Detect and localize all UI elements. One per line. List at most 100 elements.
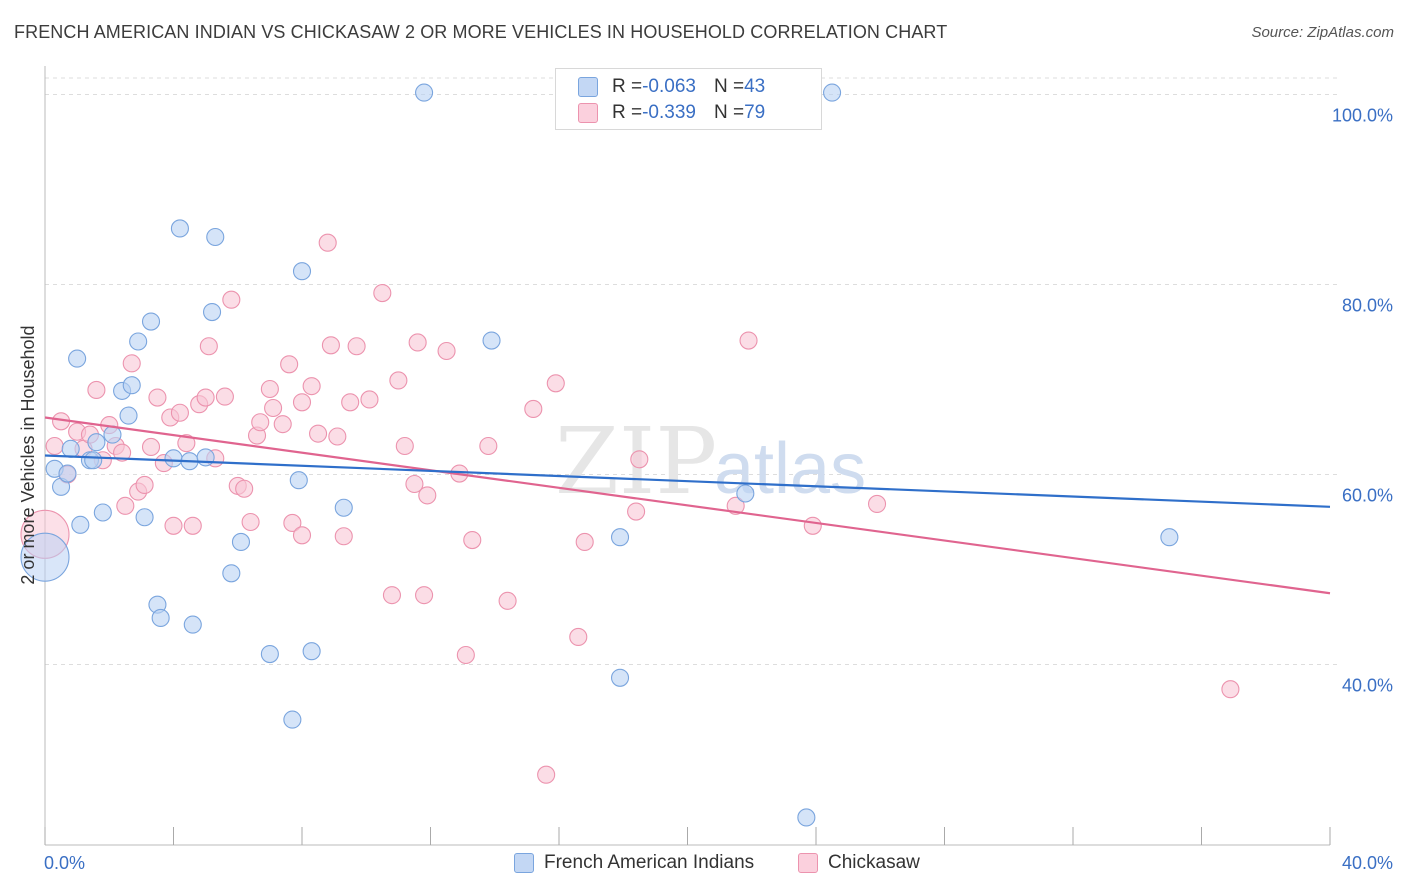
chickasaw-point	[170, 403, 189, 422]
french-american-indian-point	[61, 439, 80, 458]
chickasaw-point	[235, 479, 254, 498]
french-american-indian-point	[119, 406, 138, 425]
chickasaw-point	[537, 765, 556, 784]
chickasaw-point	[183, 516, 202, 535]
y-tick-label: 80.0%	[1342, 296, 1393, 316]
french-american-indian-point	[68, 349, 87, 368]
french-american-indian-point	[183, 615, 202, 634]
chickasaw-point	[164, 516, 183, 535]
chickasaw-point	[373, 283, 392, 303]
chickasaw-point	[408, 333, 427, 352]
legend-item-chickasaw[interactable]: Chickasaw	[798, 852, 920, 874]
chickasaw-point	[241, 512, 260, 532]
french-american-indian-point	[135, 508, 154, 527]
chickasaw-point	[463, 530, 482, 550]
r-value: -0.339	[642, 102, 696, 123]
french-american-indian-point	[20, 532, 70, 582]
french-american-indian-point	[797, 808, 816, 827]
french-american-indian-point	[141, 312, 161, 331]
chickasaw-point	[437, 341, 456, 361]
chickasaw-point	[283, 513, 302, 533]
r-label: R =	[612, 76, 643, 97]
chickasaw-point	[803, 516, 822, 535]
chickasaw-point	[479, 436, 498, 456]
chickasaw-point	[524, 399, 543, 419]
stats-row-chickasaw: R = -0.339 N = 79	[578, 100, 765, 126]
french-american-indian-trend-line	[44, 454, 1331, 508]
legend-label: Chickasaw	[828, 852, 920, 873]
chickasaw-point	[199, 337, 218, 356]
chickasaw-point	[292, 393, 312, 412]
french-american-indian-point	[231, 532, 251, 552]
french-american-indian-points	[20, 83, 1179, 827]
french-american-indian-point	[71, 515, 90, 534]
chickasaw-point	[360, 390, 379, 409]
french-american-indian-point	[283, 710, 302, 729]
chickasaw-point	[251, 413, 270, 432]
french-american-indian-point	[58, 464, 77, 483]
chickasaw-point	[1221, 680, 1240, 699]
french-american-indian-point	[151, 608, 170, 628]
r-label: R =	[612, 102, 643, 123]
chickasaw-point	[222, 290, 241, 309]
chickasaw-point	[122, 354, 141, 373]
french-american-indian-point	[289, 471, 308, 490]
chickasaw-point	[498, 591, 517, 610]
french-american-indian-point	[84, 451, 103, 470]
french-american-indian-point	[736, 484, 755, 503]
chickasaw-point	[726, 496, 745, 515]
legend-swatch-pink	[798, 853, 818, 873]
french-american-indian-point	[196, 448, 215, 467]
french-american-indian-point	[610, 668, 630, 687]
x-tick-label-max: 40.0%	[1342, 853, 1393, 873]
french-american-indian-point	[222, 564, 241, 583]
series-legend: French American Indians Chickasaw	[0, 852, 1406, 878]
french-american-indian-point	[823, 83, 842, 102]
french-american-indian-point	[1160, 528, 1179, 547]
french-american-indian-point	[164, 449, 183, 468]
n-label: N =	[713, 102, 745, 123]
chickasaw-point	[113, 443, 132, 462]
r-value: -0.063	[642, 76, 696, 97]
chickasaw-point	[569, 627, 588, 647]
y-axis-label: 2 or more Vehicles in Household	[18, 325, 38, 584]
chickasaw-point	[418, 486, 437, 505]
french-american-indian-point	[122, 376, 141, 395]
chickasaw-point	[260, 379, 279, 399]
chickasaw-point	[215, 387, 234, 406]
french-american-indian-point	[87, 433, 106, 452]
chickasaw-point	[45, 436, 64, 456]
n-value: 79	[744, 102, 766, 123]
chickasaw-point	[627, 502, 646, 521]
chickasaw-point	[575, 532, 594, 552]
french-american-indian-point	[129, 332, 148, 351]
chickasaw-point	[334, 527, 353, 546]
chickasaw-point	[135, 475, 154, 495]
trend-layer	[44, 416, 1331, 595]
french-american-indian-point	[415, 83, 434, 102]
stats-legend: R = -0.063 N = 43 R = -0.339 N = 79	[555, 68, 822, 130]
french-american-indian-point	[334, 498, 353, 517]
n-value: 43	[744, 76, 766, 97]
label-layer: 40.0% 60.0% 80.0% 100.0% 0.0% 40.0% 2 or more …	[18, 106, 1393, 874]
chickasaw-point	[739, 331, 758, 350]
legend-item-french-american-indians[interactable]: French American Indians	[514, 852, 754, 874]
chickasaw-point	[395, 436, 414, 456]
chickasaw-point	[546, 374, 565, 393]
chickasaw-point	[280, 355, 299, 374]
french-american-indian-point	[482, 331, 501, 350]
stats-row-french-american-indians: R = -0.063 N = 43	[578, 74, 765, 100]
chickasaw-point	[382, 586, 402, 605]
chart-title: FRENCH AMERICAN INDIAN VS CHICKASAW 2 OR…	[14, 22, 948, 42]
french-american-indian-point	[170, 219, 189, 238]
chickasaw-point	[341, 393, 360, 412]
chickasaw-trend-line	[44, 416, 1331, 595]
chickasaw-point	[273, 415, 292, 434]
x-tick-label-min: 0.0%	[44, 853, 85, 873]
chickasaw-point	[292, 526, 312, 545]
legend-label: French American Indians	[544, 852, 755, 873]
chickasaw-point	[302, 377, 321, 396]
chickasaw-point	[867, 494, 887, 514]
chickasaw-point	[177, 434, 196, 453]
